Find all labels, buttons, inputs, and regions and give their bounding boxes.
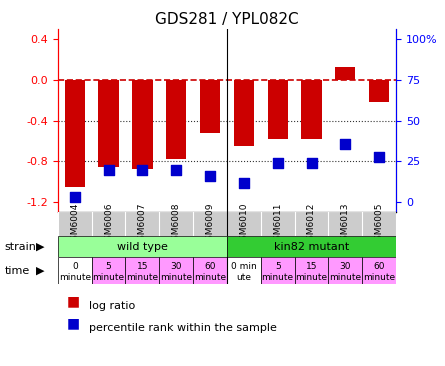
Point <box>71 194 78 200</box>
Point <box>376 154 383 160</box>
Text: minute: minute <box>262 273 294 281</box>
FancyBboxPatch shape <box>159 258 193 284</box>
FancyBboxPatch shape <box>58 236 227 258</box>
Text: 0: 0 <box>72 262 77 271</box>
Text: ▶: ▶ <box>36 266 44 276</box>
FancyBboxPatch shape <box>92 258 125 284</box>
Point <box>342 141 349 146</box>
Text: 5: 5 <box>275 262 280 271</box>
Text: GSM6006: GSM6006 <box>104 202 113 246</box>
Bar <box>200 80 220 133</box>
Text: ■: ■ <box>67 295 80 309</box>
FancyBboxPatch shape <box>261 258 295 284</box>
Bar <box>132 80 153 169</box>
FancyBboxPatch shape <box>159 212 193 236</box>
Text: GSM6008: GSM6008 <box>172 202 181 246</box>
Point <box>240 180 247 186</box>
Text: minute: minute <box>59 273 91 281</box>
Bar <box>267 80 288 139</box>
FancyBboxPatch shape <box>295 212 328 236</box>
Text: log ratio: log ratio <box>89 300 135 311</box>
FancyBboxPatch shape <box>362 212 396 236</box>
FancyBboxPatch shape <box>227 236 396 258</box>
Text: minute: minute <box>363 273 395 281</box>
Point <box>105 167 112 172</box>
FancyBboxPatch shape <box>193 212 227 236</box>
Text: ▶: ▶ <box>36 242 44 252</box>
Text: ute: ute <box>236 273 251 281</box>
Text: 15: 15 <box>137 262 148 271</box>
Text: kin82 mutant: kin82 mutant <box>274 242 349 252</box>
Bar <box>234 80 254 146</box>
Text: 30: 30 <box>340 262 351 271</box>
Text: wild type: wild type <box>117 242 168 252</box>
Text: minute: minute <box>160 273 192 281</box>
Bar <box>369 80 389 102</box>
Text: minute: minute <box>329 273 361 281</box>
FancyBboxPatch shape <box>193 258 227 284</box>
Text: ■: ■ <box>67 317 80 330</box>
Text: GSM6011: GSM6011 <box>273 202 282 246</box>
FancyBboxPatch shape <box>295 258 328 284</box>
FancyBboxPatch shape <box>362 258 396 284</box>
Text: GSM6005: GSM6005 <box>375 202 384 246</box>
Bar <box>301 80 322 139</box>
Text: GSM6013: GSM6013 <box>341 202 350 246</box>
Text: percentile rank within the sample: percentile rank within the sample <box>89 322 277 333</box>
FancyBboxPatch shape <box>125 212 159 236</box>
Text: minute: minute <box>295 273 328 281</box>
Point <box>206 173 214 179</box>
Point <box>274 160 281 166</box>
Text: GSM6012: GSM6012 <box>307 202 316 246</box>
Point <box>308 160 315 166</box>
Text: 15: 15 <box>306 262 317 271</box>
FancyBboxPatch shape <box>58 258 92 284</box>
Point <box>139 167 146 172</box>
Bar <box>166 80 186 160</box>
Text: strain: strain <box>4 242 36 252</box>
Text: GSM6009: GSM6009 <box>206 202 214 246</box>
Text: time: time <box>4 266 30 276</box>
Text: minute: minute <box>93 273 125 281</box>
Title: GDS281 / YPL082C: GDS281 / YPL082C <box>155 12 299 27</box>
Text: 30: 30 <box>170 262 182 271</box>
Text: 60: 60 <box>204 262 216 271</box>
FancyBboxPatch shape <box>125 258 159 284</box>
Text: GSM6007: GSM6007 <box>138 202 147 246</box>
FancyBboxPatch shape <box>58 212 92 236</box>
Text: 5: 5 <box>106 262 111 271</box>
Point <box>173 167 180 172</box>
FancyBboxPatch shape <box>227 258 261 284</box>
FancyBboxPatch shape <box>328 258 362 284</box>
Text: minute: minute <box>126 273 158 281</box>
Text: minute: minute <box>194 273 226 281</box>
Text: 0 min: 0 min <box>231 262 257 271</box>
Text: GSM6004: GSM6004 <box>70 202 79 246</box>
FancyBboxPatch shape <box>261 212 295 236</box>
Bar <box>65 80 85 187</box>
Text: GSM6010: GSM6010 <box>239 202 248 246</box>
FancyBboxPatch shape <box>92 212 125 236</box>
FancyBboxPatch shape <box>328 212 362 236</box>
Bar <box>335 67 356 80</box>
FancyBboxPatch shape <box>227 212 261 236</box>
Text: 60: 60 <box>373 262 385 271</box>
Bar <box>98 80 119 167</box>
